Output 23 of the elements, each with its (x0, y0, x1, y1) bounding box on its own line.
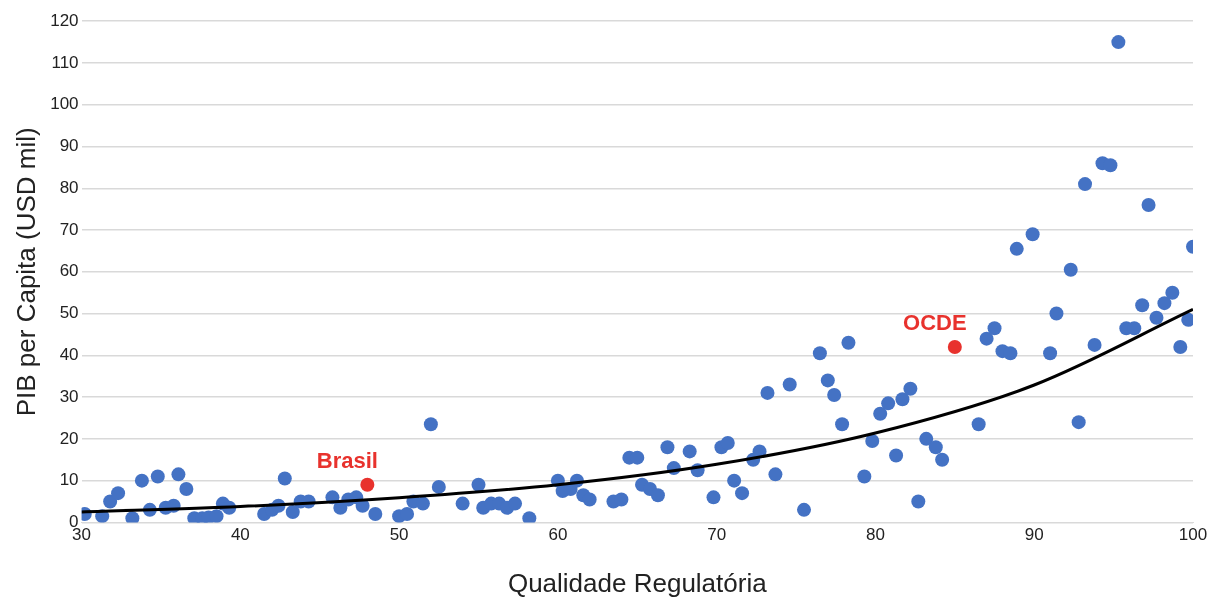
y-tick-label: 20 (59, 428, 79, 448)
y-tick-label: 90 (59, 136, 79, 156)
x-tick-label: 40 (230, 525, 250, 545)
y-tick-label: 10 (59, 470, 79, 490)
x-tick-label: 60 (548, 525, 568, 545)
y-tick-label: 120 (50, 10, 79, 30)
x-tick-label: 50 (389, 525, 409, 545)
y-tick-label: 80 (59, 177, 79, 197)
x-tick-label: 70 (707, 525, 727, 545)
y-tick-label: 40 (59, 345, 79, 365)
x-tick-label: 80 (865, 525, 885, 545)
y-tick-label: 30 (59, 386, 79, 406)
y-axis-title: PIB per Capita (USD mil) (10, 127, 41, 417)
y-tick-label: 50 (59, 303, 79, 323)
x-tick-label: 90 (1024, 525, 1044, 545)
x-axis-title: Qualidade Regulatória (507, 567, 768, 598)
x-tick-label: 100 (1178, 525, 1208, 545)
series-label: Brasil (316, 447, 378, 473)
y-tick-label: 110 (51, 52, 79, 72)
y-tick-label: 100 (50, 94, 79, 114)
series-label: OCDE (903, 310, 967, 336)
y-tick-label: 70 (59, 219, 79, 239)
y-tick-label: 60 (59, 261, 79, 281)
